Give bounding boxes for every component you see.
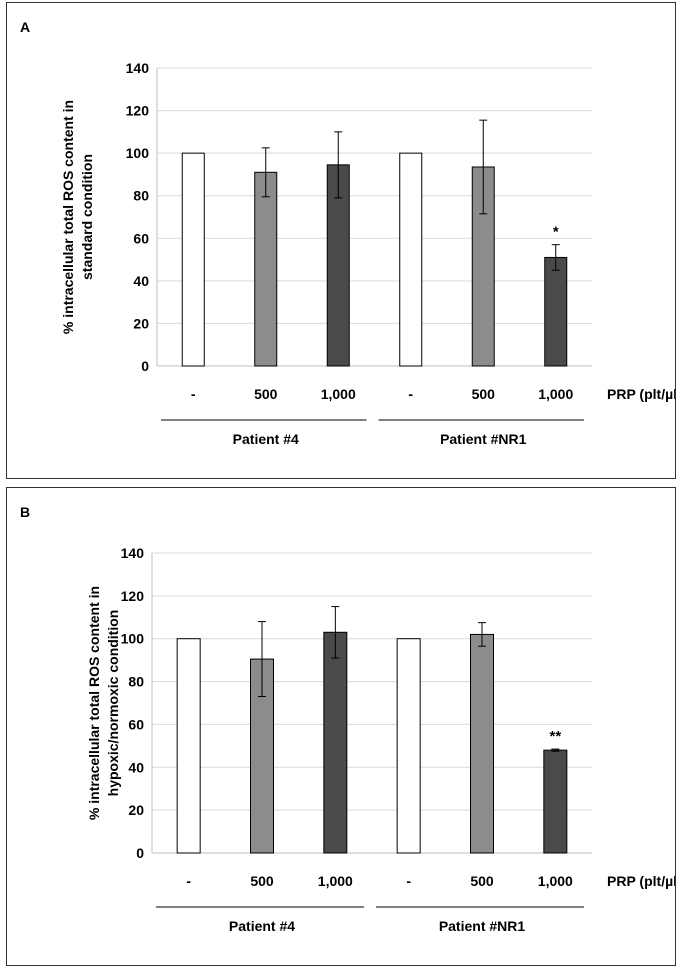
y-axis-label: % intracellular total ROS content in stan… bbox=[60, 100, 95, 334]
x-axis-unit-label: PRP (plt/µl) bbox=[607, 873, 675, 889]
bar bbox=[396, 638, 421, 854]
y-tick-label: 20 bbox=[133, 315, 149, 331]
y-tick-label: 80 bbox=[128, 674, 144, 690]
x-tick-label: 1,000 bbox=[318, 873, 353, 889]
y-tick-label: 20 bbox=[128, 802, 144, 818]
y-tick-label: 40 bbox=[133, 273, 149, 289]
y-axis-label: % intracellular total ROS content in hypo… bbox=[86, 586, 121, 820]
bar bbox=[544, 256, 568, 367]
significance-marker: * bbox=[553, 224, 559, 241]
bar-chart-b: 0 20 40 60 80 100 120 140 % intracellular total … bbox=[86, 545, 675, 934]
y-axis-label-line: standard condition bbox=[79, 154, 95, 280]
y-tick-label: 100 bbox=[126, 145, 150, 161]
x-tick-label: 1,000 bbox=[321, 386, 356, 402]
group-label: Patient #4 bbox=[229, 918, 295, 934]
x-tick-label: 500 bbox=[472, 386, 496, 402]
y-tick-label: 120 bbox=[126, 103, 150, 119]
y-tick-label: 60 bbox=[128, 716, 144, 732]
x-tick-label: - bbox=[406, 873, 411, 889]
chart-panel-a: A 0 20 40 60 80 100 120 140 % intracellular tota… bbox=[6, 2, 676, 479]
x-tick-label: - bbox=[408, 386, 413, 402]
y-axis-label-line: % intracellular total ROS content in bbox=[60, 100, 76, 334]
y-tick-label: 40 bbox=[128, 759, 144, 775]
x-tick-label: - bbox=[191, 386, 196, 402]
x-tick-label: 1,000 bbox=[538, 873, 573, 889]
group-label: Patient #4 bbox=[233, 431, 299, 447]
y-tick-label: 100 bbox=[121, 631, 145, 647]
chart-panel-b: B 0 20 40 60 80 100 120 140 % intracellular tota… bbox=[6, 487, 676, 966]
bar bbox=[543, 749, 568, 854]
x-tick-label: 500 bbox=[254, 386, 278, 402]
x-tick-label: 500 bbox=[470, 873, 494, 889]
bar bbox=[470, 633, 494, 854]
bar bbox=[176, 638, 201, 854]
y-tick-label: 80 bbox=[133, 188, 149, 204]
x-tick-label: - bbox=[186, 873, 191, 889]
y-axis-label-line: hypoxic/normoxic condition bbox=[105, 610, 121, 797]
y-tick-label: 120 bbox=[121, 588, 145, 604]
x-tick-label: 1,000 bbox=[538, 386, 573, 402]
x-tick-label: 500 bbox=[250, 873, 274, 889]
y-tick-label: 0 bbox=[136, 845, 144, 861]
bar bbox=[399, 152, 423, 367]
bar bbox=[323, 631, 348, 854]
panel-letter-a: A bbox=[20, 19, 31, 35]
y-tick-label: 60 bbox=[133, 230, 149, 246]
y-tick-label: 0 bbox=[141, 358, 149, 374]
group-label: Patient #NR1 bbox=[439, 918, 526, 934]
y-tick-label: 140 bbox=[121, 545, 145, 561]
bar bbox=[181, 152, 205, 367]
y-axis-label-line: % intracellular total ROS content in bbox=[86, 586, 102, 820]
significance-marker: ** bbox=[549, 728, 561, 745]
bar bbox=[254, 171, 278, 367]
bar-chart-a: 0 20 40 60 80 100 120 140 % intracellular total … bbox=[60, 60, 675, 447]
x-axis-unit-label: PRP (plt/µl) bbox=[607, 386, 675, 402]
y-tick-label: 140 bbox=[126, 60, 150, 76]
group-label: Patient #NR1 bbox=[440, 431, 527, 447]
panel-letter-b: B bbox=[20, 504, 31, 520]
